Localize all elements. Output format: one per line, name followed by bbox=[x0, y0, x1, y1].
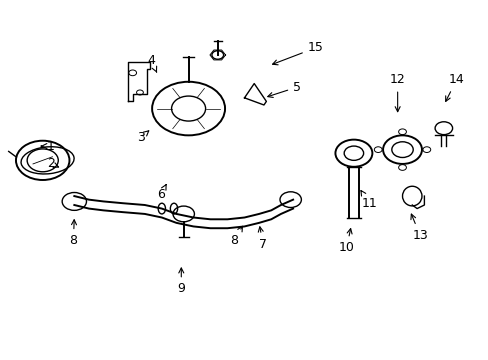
Text: 1: 1 bbox=[41, 140, 55, 153]
Text: 6: 6 bbox=[157, 185, 166, 201]
Text: 14: 14 bbox=[445, 73, 464, 102]
Text: 12: 12 bbox=[389, 73, 405, 112]
Text: 8: 8 bbox=[69, 220, 77, 247]
Text: 8: 8 bbox=[229, 226, 242, 247]
Text: 2: 2 bbox=[47, 157, 59, 170]
Text: 7: 7 bbox=[258, 227, 266, 251]
Text: 4: 4 bbox=[147, 54, 156, 72]
Text: 5: 5 bbox=[267, 81, 301, 98]
Text: 9: 9 bbox=[177, 268, 185, 296]
Text: 3: 3 bbox=[137, 131, 148, 144]
Text: 10: 10 bbox=[338, 229, 354, 255]
Text: 15: 15 bbox=[272, 41, 323, 65]
Text: 11: 11 bbox=[360, 190, 376, 210]
Text: 13: 13 bbox=[410, 214, 427, 242]
